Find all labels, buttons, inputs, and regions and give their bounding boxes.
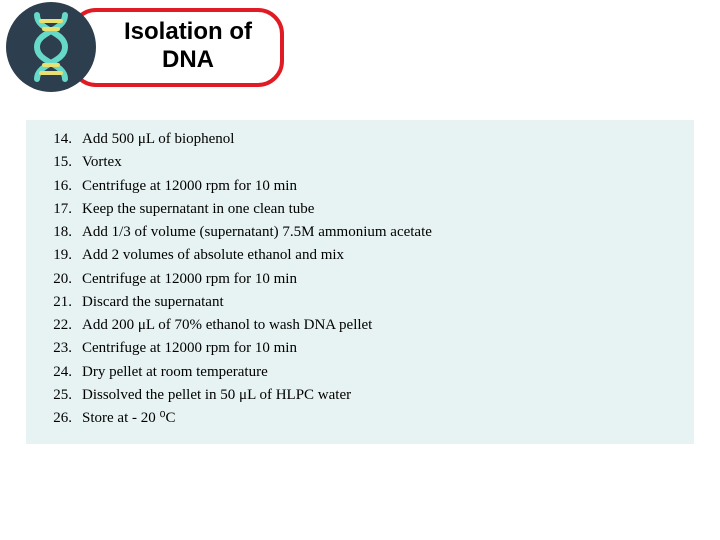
title-box: Isolation of DNA xyxy=(70,8,284,87)
step-number: 15 xyxy=(50,151,78,174)
step-text: Add 500 μL of biophenol xyxy=(78,128,674,151)
header: Isolation of DNA xyxy=(0,0,720,90)
step-text: Store at - 20 ⁰C xyxy=(78,407,674,430)
dna-icon-badge xyxy=(6,2,96,92)
step-text: Centrifuge at 12000 rpm for 10 min xyxy=(78,175,674,198)
step-number: 22 xyxy=(50,314,78,337)
step-text: Keep the supernatant in one clean tube xyxy=(78,198,674,221)
protocol-step: 23Centrifuge at 12000 rpm for 10 min xyxy=(50,337,674,360)
step-text: Add 1/3 of volume (supernatant) 7.5M amm… xyxy=(78,221,674,244)
protocol-step: 21Discard the supernatant xyxy=(50,291,674,314)
dna-icon xyxy=(23,11,79,83)
step-number: 21 xyxy=(50,291,78,314)
step-number: 16 xyxy=(50,175,78,198)
step-number: 19 xyxy=(50,244,78,267)
protocol-list: 14Add 500 μL of biophenol15Vortex16Centr… xyxy=(50,128,674,430)
step-text: Add 200 μL of 70% ethanol to wash DNA pe… xyxy=(78,314,674,337)
protocol-step: 16Centrifuge at 12000 rpm for 10 min xyxy=(50,175,674,198)
step-text: Dissolved the pellet in 50 μL of HLPC wa… xyxy=(78,384,674,407)
protocol-step: 14Add 500 μL of biophenol xyxy=(50,128,674,151)
step-text: Centrifuge at 12000 rpm for 10 min xyxy=(78,268,674,291)
page-title: Isolation of DNA xyxy=(124,18,252,73)
step-number: 25 xyxy=(50,384,78,407)
protocol-step: 20Centrifuge at 12000 rpm for 10 min xyxy=(50,268,674,291)
step-number: 24 xyxy=(50,361,78,384)
step-number: 23 xyxy=(50,337,78,360)
protocol-step: 15Vortex xyxy=(50,151,674,174)
step-text: Add 2 volumes of absolute ethanol and mi… xyxy=(78,244,674,267)
step-text: Vortex xyxy=(78,151,674,174)
protocol-step: 19Add 2 volumes of absolute ethanol and … xyxy=(50,244,674,267)
step-text: Centrifuge at 12000 rpm for 10 min xyxy=(78,337,674,360)
protocol-panel: 14Add 500 μL of biophenol15Vortex16Centr… xyxy=(26,120,694,444)
step-number: 17 xyxy=(50,198,78,221)
step-number: 14 xyxy=(50,128,78,151)
protocol-step: 25Dissolved the pellet in 50 μL of HLPC … xyxy=(50,384,674,407)
protocol-step: 17Keep the supernatant in one clean tube xyxy=(50,198,674,221)
step-number: 18 xyxy=(50,221,78,244)
protocol-step: 26Store at - 20 ⁰C xyxy=(50,407,674,430)
protocol-step: 22Add 200 μL of 70% ethanol to wash DNA … xyxy=(50,314,674,337)
protocol-step: 24Dry pellet at room temperature xyxy=(50,361,674,384)
step-text: Discard the supernatant xyxy=(78,291,674,314)
step-text: Dry pellet at room temperature xyxy=(78,361,674,384)
step-number: 26 xyxy=(50,407,78,430)
protocol-step: 18Add 1/3 of volume (supernatant) 7.5M a… xyxy=(50,221,674,244)
step-number: 20 xyxy=(50,268,78,291)
